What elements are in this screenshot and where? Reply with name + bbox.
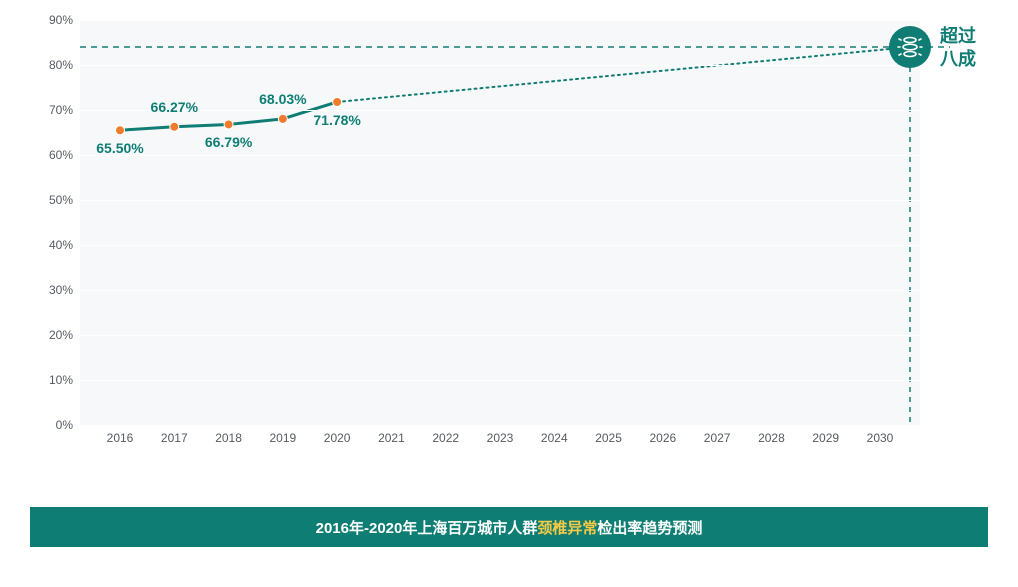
data-label: 66.79%	[205, 134, 252, 150]
x-tick-label: 2028	[758, 431, 785, 445]
x-tick-label: 2021	[378, 431, 405, 445]
data-label: 71.78%	[313, 112, 360, 128]
gridline	[80, 335, 920, 336]
y-tick-label: 20%	[25, 328, 73, 342]
spine-icon	[889, 26, 931, 68]
x-tick-label: 2027	[704, 431, 731, 445]
chart-container: 0%10%20%30%40%50%60%70%80%90%20162017201…	[30, 20, 988, 465]
x-tick-label: 2025	[595, 431, 622, 445]
gridline	[80, 110, 920, 111]
y-tick-label: 40%	[25, 238, 73, 252]
y-tick-label: 30%	[25, 283, 73, 297]
gridline	[80, 155, 920, 156]
endcap-label: 超过八成	[940, 25, 976, 70]
y-tick-label: 60%	[25, 148, 73, 162]
x-tick-label: 2022	[432, 431, 459, 445]
caption-prefix: 2016年-2020年上海百万城市人群	[316, 517, 538, 538]
caption-highlight: 颈椎异常	[537, 517, 597, 538]
x-tick-label: 2018	[215, 431, 242, 445]
x-tick-label: 2019	[269, 431, 296, 445]
gridline	[80, 20, 920, 21]
gridline	[80, 65, 920, 66]
y-tick-label: 80%	[25, 58, 73, 72]
x-tick-label: 2023	[487, 431, 514, 445]
caption-suffix: 检出率趋势预测	[597, 517, 702, 538]
x-tick-label: 2030	[867, 431, 894, 445]
caption-bar: 2016年-2020年上海百万城市人群 颈椎异常 检出率趋势预测	[30, 507, 988, 547]
gridline	[80, 425, 920, 426]
gridline	[80, 290, 920, 291]
x-tick-label: 2020	[324, 431, 351, 445]
x-tick-label: 2029	[812, 431, 839, 445]
y-tick-label: 0%	[25, 418, 73, 432]
gridline	[80, 380, 920, 381]
y-tick-label: 50%	[25, 193, 73, 207]
y-tick-label: 70%	[25, 103, 73, 117]
y-tick-label: 10%	[25, 373, 73, 387]
x-tick-label: 2016	[107, 431, 134, 445]
gridline	[80, 245, 920, 246]
x-tick-label: 2026	[649, 431, 676, 445]
gridline	[80, 200, 920, 201]
data-label: 68.03%	[259, 91, 306, 107]
data-label: 66.27%	[151, 99, 198, 115]
chart-svg	[80, 20, 920, 425]
x-tick-label: 2024	[541, 431, 568, 445]
plot-area: 0%10%20%30%40%50%60%70%80%90%20162017201…	[80, 20, 920, 425]
y-tick-label: 90%	[25, 13, 73, 27]
data-label: 65.50%	[96, 140, 143, 156]
x-tick-label: 2017	[161, 431, 188, 445]
